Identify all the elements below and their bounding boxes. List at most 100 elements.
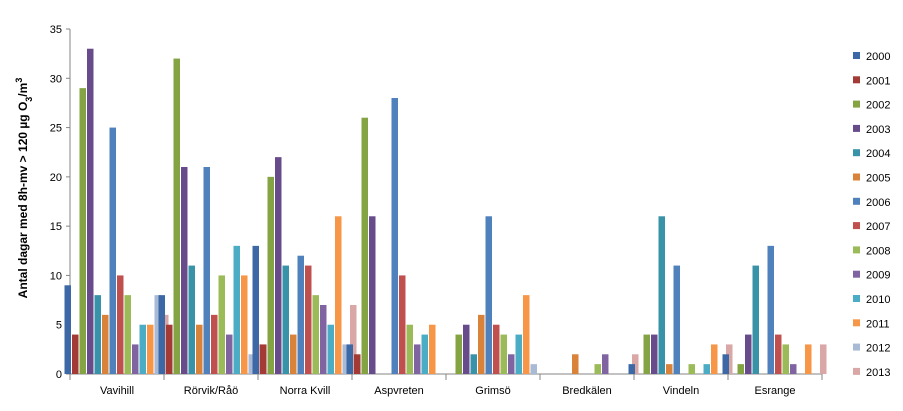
legend-label-2011: 2011	[866, 318, 890, 330]
x-tick-label: Vavihill	[100, 385, 134, 397]
bar-2001-4	[354, 354, 361, 374]
bar-2011-5	[523, 295, 530, 374]
bar-2010-5	[515, 334, 522, 374]
bar-2006-5	[485, 216, 492, 374]
legend-swatch-2000	[853, 52, 860, 59]
x-tick-label: Grimsö	[475, 385, 510, 397]
bar-2004-7	[658, 216, 665, 374]
bar-2002-1	[79, 88, 86, 375]
bar-2006-3	[297, 255, 304, 374]
bar-2013-1	[162, 314, 169, 374]
bar-2011-4	[429, 324, 436, 374]
bar-2010-4	[421, 334, 428, 374]
x-tick-label: Bredkälen	[562, 385, 612, 397]
bar-2007-2	[211, 314, 218, 374]
bar-2001-1	[72, 334, 79, 374]
bar-2002-3	[267, 176, 274, 374]
bar-2012-2	[248, 354, 255, 374]
bar-2004-2	[188, 265, 195, 374]
bar-2006-7	[673, 265, 680, 374]
x-tick-label: Vindeln	[663, 385, 700, 397]
bar-2006-1	[109, 127, 116, 374]
bar-2013-2	[256, 344, 263, 374]
bar-2006-4	[391, 98, 398, 374]
bar-2006-8	[767, 245, 774, 374]
bar-2003-1	[87, 48, 94, 374]
bar-2009-8	[790, 364, 797, 374]
bar-2008-4	[406, 324, 413, 374]
bar-2010-3	[327, 324, 334, 374]
y-axis-title-mid: /m	[16, 83, 30, 97]
legend-swatch-2012	[853, 343, 860, 351]
bar-2008-1	[124, 295, 131, 374]
bar-2009-4	[414, 344, 421, 374]
bar-2009-2	[226, 334, 233, 374]
y-tick-label: 30	[50, 73, 62, 85]
bar-2003-5	[463, 324, 470, 374]
legend-label-2003: 2003	[866, 124, 890, 136]
y-axis-title-sub-1: 3	[24, 97, 34, 102]
legend-swatch-2011	[853, 319, 860, 327]
bar-2008-6	[594, 364, 601, 374]
y-tick-label: 10	[50, 270, 62, 282]
legend: 2000 2001 2002 2003 2004 2005 2006 2007 2008 2009…	[853, 51, 890, 379]
bar-2003-7	[651, 334, 658, 374]
bar-2013-8	[820, 344, 827, 374]
legend-swatch-2002	[853, 100, 860, 108]
bar-2006-2	[203, 167, 210, 374]
bar-2007-4	[399, 275, 406, 374]
legend-label-2000: 2000	[866, 51, 890, 63]
legend-swatch-2003	[853, 124, 860, 132]
bar-2000-2	[158, 295, 165, 374]
bar-2010-7	[703, 364, 710, 374]
bar-2012-5	[530, 364, 537, 374]
y-tick-label: 20	[50, 172, 62, 184]
y-axis-title-main: Antal dagar med 8h-mv > 120 µg O	[16, 102, 30, 299]
bar-2013-3	[350, 305, 357, 374]
legend-swatch-2009	[853, 270, 860, 278]
bars	[64, 48, 827, 375]
bar-2000-8	[722, 354, 729, 374]
bar-2010-2	[233, 245, 240, 374]
legend-swatch-2008	[853, 246, 860, 254]
bar-2002-5	[455, 334, 462, 374]
bar-2001-2	[166, 324, 173, 374]
x-tick-label: Norra Kvill	[280, 385, 331, 397]
bar-2008-7	[688, 364, 695, 374]
bar-2008-5	[500, 334, 507, 374]
x-tick-label: Rörvik/Råö	[184, 385, 238, 397]
legend-label-2013: 2013	[866, 367, 890, 379]
bar-2007-3	[305, 265, 312, 374]
x-tick-label: Aspvreten	[374, 385, 424, 397]
bar-2008-2	[218, 275, 225, 374]
bar-2000-4	[346, 344, 353, 374]
bar-2010-1	[139, 324, 146, 374]
legend-label-2008: 2008	[866, 245, 890, 257]
legend-swatch-2005	[853, 173, 860, 181]
bar-2005-2	[196, 324, 203, 374]
bar-2007-5	[493, 324, 500, 374]
bar-2008-3	[312, 295, 319, 374]
legend-label-2006: 2006	[866, 197, 890, 209]
y-tick-label: 5	[56, 320, 62, 332]
legend-label-2012: 2012	[866, 343, 890, 355]
bar-2002-8	[737, 364, 744, 374]
bar-2013-7	[726, 344, 733, 374]
legend-label-2002: 2002	[866, 100, 890, 112]
bar-2008-8	[782, 344, 789, 374]
legend-swatch-2013	[853, 367, 860, 375]
bar-2005-7	[666, 364, 673, 374]
y-tick-label: 35	[50, 24, 62, 36]
bar-2002-2	[173, 58, 180, 374]
bar-2011-1	[147, 324, 154, 374]
bar-2011-2	[241, 275, 248, 374]
bar-2003-3	[275, 157, 282, 374]
bar-2005-6	[572, 354, 579, 374]
bar-2009-6	[602, 354, 609, 374]
axes: 0 5 10 15 20 25 30 35 Vavihill Rörvik/Råö Norra Kv…	[50, 24, 823, 397]
legend-label-2009: 2009	[866, 270, 890, 282]
legend-swatch-2006	[853, 197, 860, 205]
bar-2013-6	[632, 354, 639, 374]
